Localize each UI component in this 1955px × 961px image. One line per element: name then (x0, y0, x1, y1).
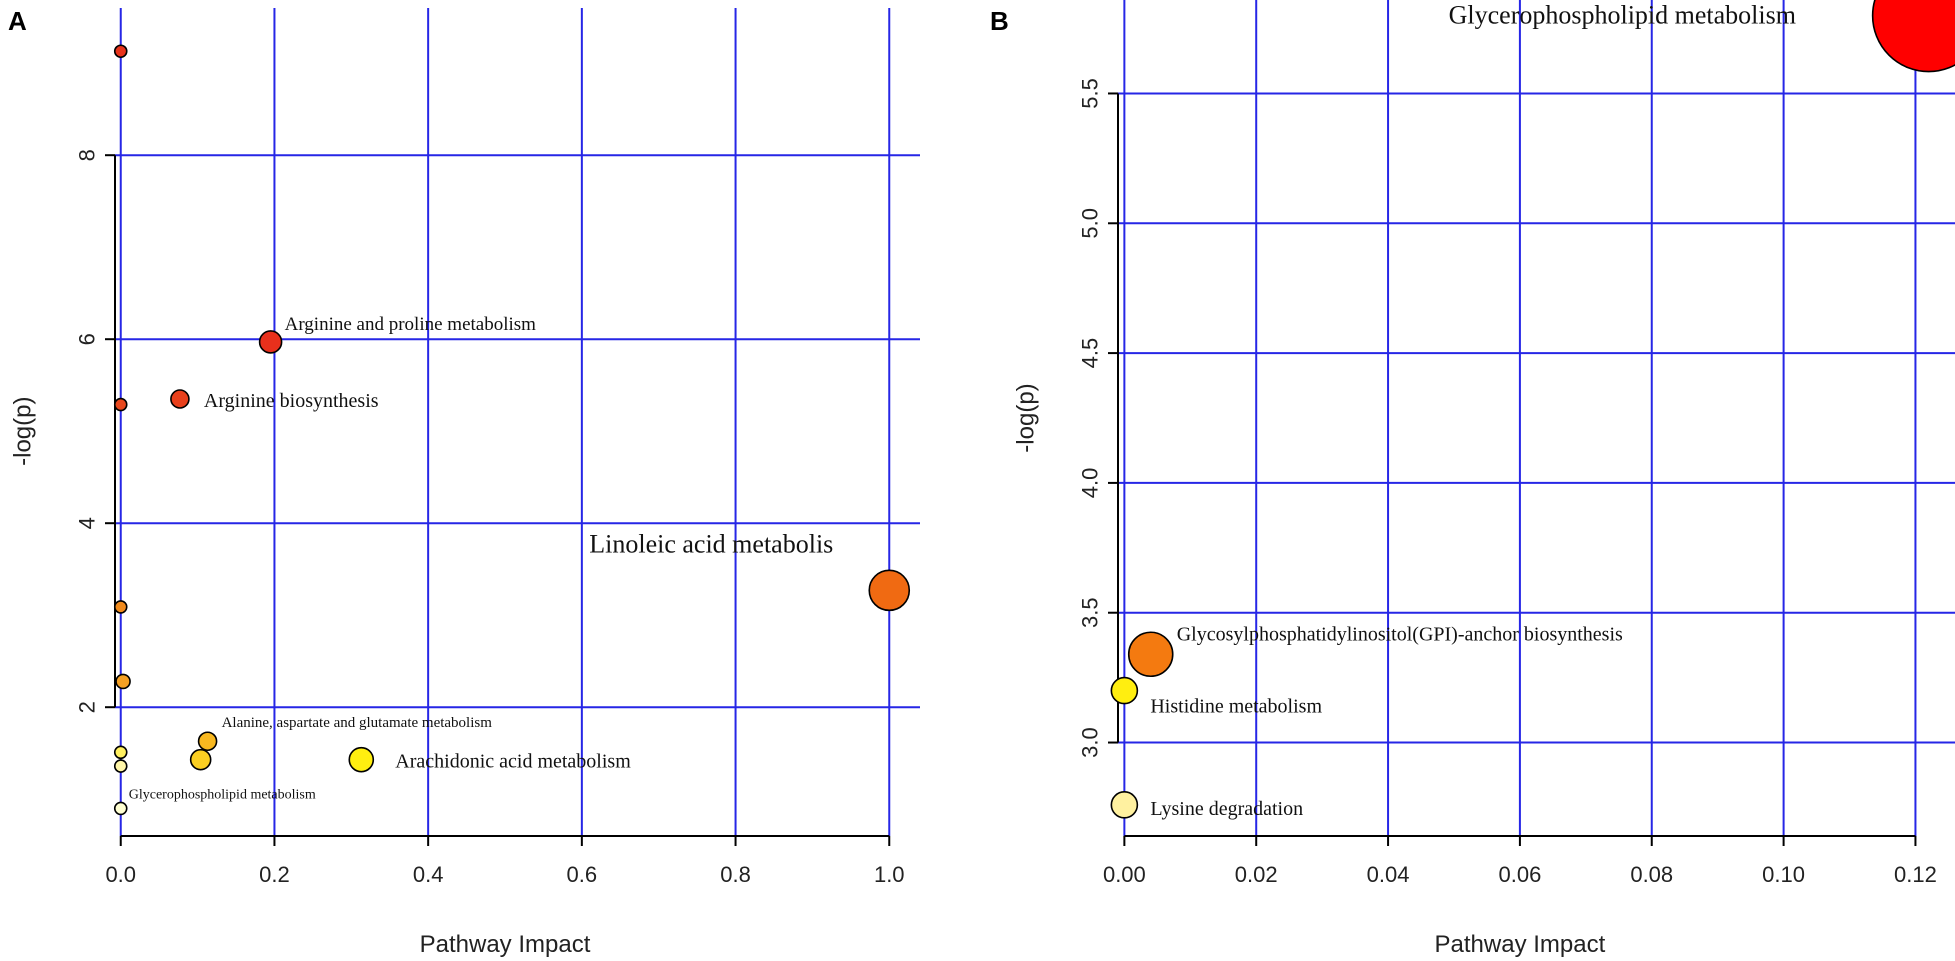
panel-b-x-tick-label-4: 0.08 (1630, 862, 1673, 887)
panel-b-point-label-2: Histidine metabolism (1150, 696, 1322, 718)
panel-b-point-label-3: Lysine degradation (1150, 798, 1303, 820)
panel-a-point-7 (197, 731, 218, 752)
panel-a-y-tick-label-3: 8 (75, 149, 100, 161)
panel-a-point-11 (113, 759, 128, 773)
panel-b-point-0 (1871, 0, 1955, 73)
panel-b-x-tick-label-6: 0.12 (1894, 862, 1937, 887)
panel-a-letter: A (8, 6, 27, 36)
panel-a-x-tick-label-2: 0.4 (413, 862, 444, 887)
panel-b-x-tick-label-3: 0.06 (1498, 862, 1541, 887)
panel-a-point-12 (113, 801, 128, 816)
panel-b-plot: 0.00 0.02 0.04 0.06 0.08 0.10 0.12 3.0 3.5 4.0 4.5… (1013, 0, 1955, 958)
panel-a-point-label-4: Linoleic acid metabolis (589, 529, 833, 558)
panel-a-x-tick-label-0: 0.0 (105, 862, 136, 887)
panel-b-y-axis-title: -log(p) (1013, 383, 1040, 452)
panel-a-point-label-3: Arginine biosynthesis (204, 390, 379, 412)
panel-b-point-1 (1127, 631, 1174, 678)
panel-b-point-3 (1110, 791, 1139, 819)
panel-a-point-label-12: Glycerophospholipid metabolism (129, 787, 316, 802)
panel-b-point-2 (1110, 676, 1139, 705)
panel-a-x-tick-label-5: 1.0 (874, 862, 905, 887)
panel-b-x-tick-label-2: 0.04 (1367, 862, 1410, 887)
panel-b-y-tick-label-1: 3.5 (1078, 597, 1103, 628)
panel-a-point-6 (115, 673, 131, 690)
panel-a-x-tick-label-4: 0.8 (720, 862, 751, 887)
panel-a-y-tick-label-1: 4 (75, 517, 100, 529)
panel-a-point-0 (113, 44, 128, 59)
panel-b-x-tick-label-0: 0.00 (1103, 862, 1146, 887)
panel-a-x-tick-label-1: 0.2 (259, 862, 290, 887)
panel-a-point-4 (868, 569, 911, 612)
panel-b-y-tick-label-0: 3.0 (1078, 727, 1103, 758)
panel-b-y-tick-label-4: 5.0 (1078, 208, 1103, 239)
panel-a-point-label-7: Alanine, aspartate and glutamate metabol… (222, 715, 493, 731)
panel-b-point-label-1: Glycosylphosphatidylinositol(GPI)-anchor… (1177, 623, 1623, 645)
panel-a-x-tick-label-3: 0.6 (567, 862, 598, 887)
panel-a-y-axis-title: -log(p) (10, 397, 37, 466)
panel-a-point-5 (113, 600, 128, 614)
panel-b-x-axis-title: Pathway Impact (1435, 931, 1606, 958)
panel-a-point-2 (113, 397, 128, 412)
panel-b-y-tick-label-2: 4.0 (1078, 468, 1103, 499)
panel-b-point-label-0: Glycerophospholipid metabolism (1449, 1, 1796, 30)
panel-a-point-8 (189, 748, 212, 771)
panel-b-letter: B (990, 6, 1009, 36)
panel-a-point-10 (113, 745, 128, 760)
panel-a-x-axis-title: Pathway Impact (420, 931, 591, 958)
panel-b-y-tick-label-5: 5.5 (1078, 78, 1103, 109)
panel-a-point-3 (170, 389, 190, 409)
panel-a-y-tick-label-0: 2 (75, 701, 100, 713)
panel-a-point-9 (348, 746, 375, 773)
panel-a-point-label-1: Arginine and proline metabolism (285, 314, 537, 335)
panel-a-plot: 0.0 0.2 0.4 0.6 0.8 1.0 2 4 6 8 Pathway Impact -log… (10, 8, 920, 958)
panel-a-point-label-9: Arachidonic acid metabolism (395, 751, 631, 773)
panel-b-y-tick-label-3: 4.5 (1078, 338, 1103, 369)
panel-b-x-tick-label-1: 0.02 (1235, 862, 1278, 887)
panel-b-x-tick-label-5: 0.10 (1762, 862, 1805, 887)
panel-a-point-1 (258, 330, 283, 354)
panel-a-y-tick-label-2: 6 (75, 333, 100, 345)
